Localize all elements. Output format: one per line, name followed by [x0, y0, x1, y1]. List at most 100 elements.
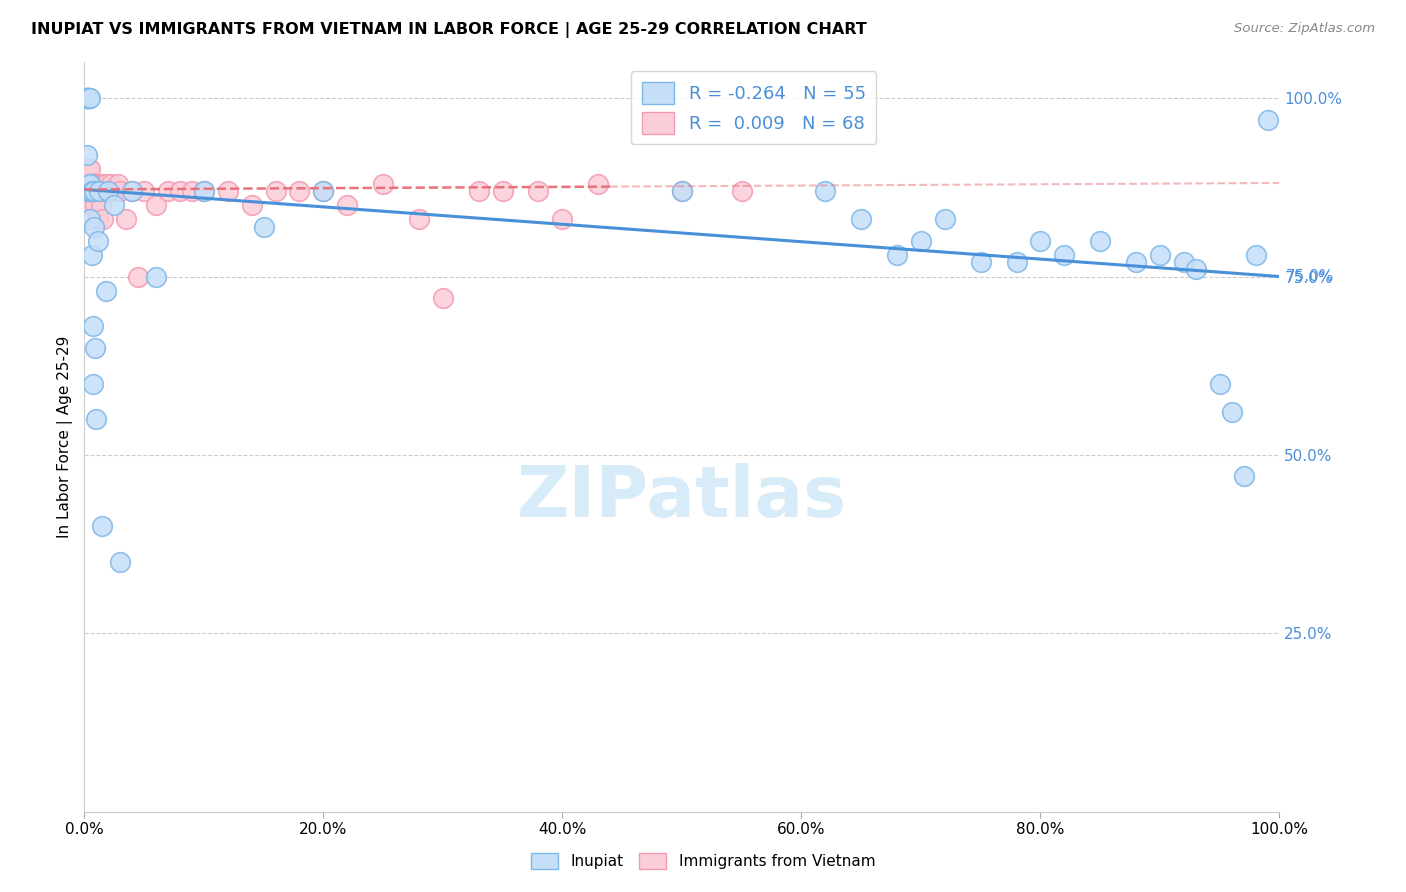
Point	[312, 184, 335, 198]
Point	[1005, 255, 1028, 269]
Point	[77, 177, 100, 191]
Point	[82, 376, 104, 391]
Point	[970, 255, 993, 269]
Point	[217, 184, 239, 198]
Point	[103, 184, 125, 198]
Point	[115, 212, 138, 227]
Point	[432, 291, 454, 305]
Point	[934, 212, 956, 227]
Point	[671, 184, 693, 198]
Point	[851, 212, 873, 227]
Point	[588, 177, 610, 191]
Point	[373, 177, 395, 191]
Point	[80, 184, 103, 198]
Point	[80, 184, 103, 198]
Point	[79, 162, 101, 177]
Point	[77, 184, 100, 198]
Point	[80, 177, 103, 191]
Point	[76, 162, 98, 177]
Point	[82, 184, 104, 198]
Point	[82, 319, 104, 334]
Point	[1233, 469, 1256, 483]
Point	[75, 177, 97, 191]
Point	[492, 184, 515, 198]
Point	[86, 177, 108, 191]
Point	[79, 177, 101, 191]
Point	[77, 177, 100, 191]
Point	[408, 212, 430, 227]
Point	[77, 198, 100, 212]
Point	[75, 177, 97, 191]
Point	[264, 184, 287, 198]
Point	[145, 198, 167, 212]
Point	[79, 91, 101, 105]
Point	[132, 184, 156, 198]
Point	[76, 91, 98, 105]
Point	[1220, 405, 1243, 419]
Point	[83, 184, 105, 198]
Point	[1053, 248, 1076, 262]
Point	[107, 177, 129, 191]
Point	[87, 184, 110, 198]
Point	[121, 184, 143, 198]
Point	[84, 341, 107, 355]
Point	[671, 184, 693, 198]
Point	[75, 91, 97, 105]
Point	[814, 184, 837, 198]
Point	[91, 177, 114, 191]
Point	[86, 212, 108, 227]
Point	[127, 269, 149, 284]
Text: Source: ZipAtlas.com: Source: ZipAtlas.com	[1234, 22, 1375, 36]
Point	[76, 177, 98, 191]
Point	[253, 219, 276, 234]
Point	[82, 177, 104, 191]
Point	[76, 148, 98, 162]
Point	[94, 284, 117, 298]
Point	[89, 177, 111, 191]
Point	[83, 184, 105, 198]
Point	[312, 184, 335, 198]
Point	[527, 184, 550, 198]
Point	[77, 91, 100, 105]
Point	[77, 91, 100, 105]
Point	[84, 198, 107, 212]
Point	[181, 184, 204, 198]
Text: INUPIAT VS IMMIGRANTS FROM VIETNAM IN LABOR FORCE | AGE 25-29 CORRELATION CHART: INUPIAT VS IMMIGRANTS FROM VIETNAM IN LA…	[31, 22, 866, 38]
Point	[77, 184, 100, 198]
Point	[77, 162, 100, 177]
Legend: Inupiat, Immigrants from Vietnam: Inupiat, Immigrants from Vietnam	[524, 847, 882, 875]
Point	[80, 248, 103, 262]
Point	[1209, 376, 1232, 391]
Text: 75.0%: 75.0%	[1285, 269, 1334, 284]
Point	[1029, 234, 1052, 248]
Point	[157, 184, 180, 198]
Point	[97, 184, 120, 198]
Point	[79, 212, 101, 227]
Point	[1257, 112, 1279, 127]
Point	[103, 198, 125, 212]
Point	[80, 177, 103, 191]
Point	[86, 234, 108, 248]
Point	[240, 198, 263, 212]
Point	[76, 177, 98, 191]
Point	[110, 555, 132, 569]
Point	[79, 184, 101, 198]
Point	[336, 198, 359, 212]
Point	[731, 184, 754, 198]
Point	[121, 184, 143, 198]
Point	[79, 177, 101, 191]
Point	[110, 184, 132, 198]
Point	[145, 269, 167, 284]
Point	[1185, 262, 1208, 277]
Point	[169, 184, 191, 198]
Point	[87, 184, 110, 198]
Point	[910, 234, 932, 248]
Point	[76, 177, 98, 191]
Legend: R = -0.264   N = 55, R =  0.009   N = 68: R = -0.264 N = 55, R = 0.009 N = 68	[631, 71, 876, 145]
Point	[86, 412, 108, 426]
Point	[84, 177, 107, 191]
Point	[77, 91, 100, 105]
Point	[79, 177, 101, 191]
Point	[551, 212, 574, 227]
Point	[1090, 234, 1112, 248]
